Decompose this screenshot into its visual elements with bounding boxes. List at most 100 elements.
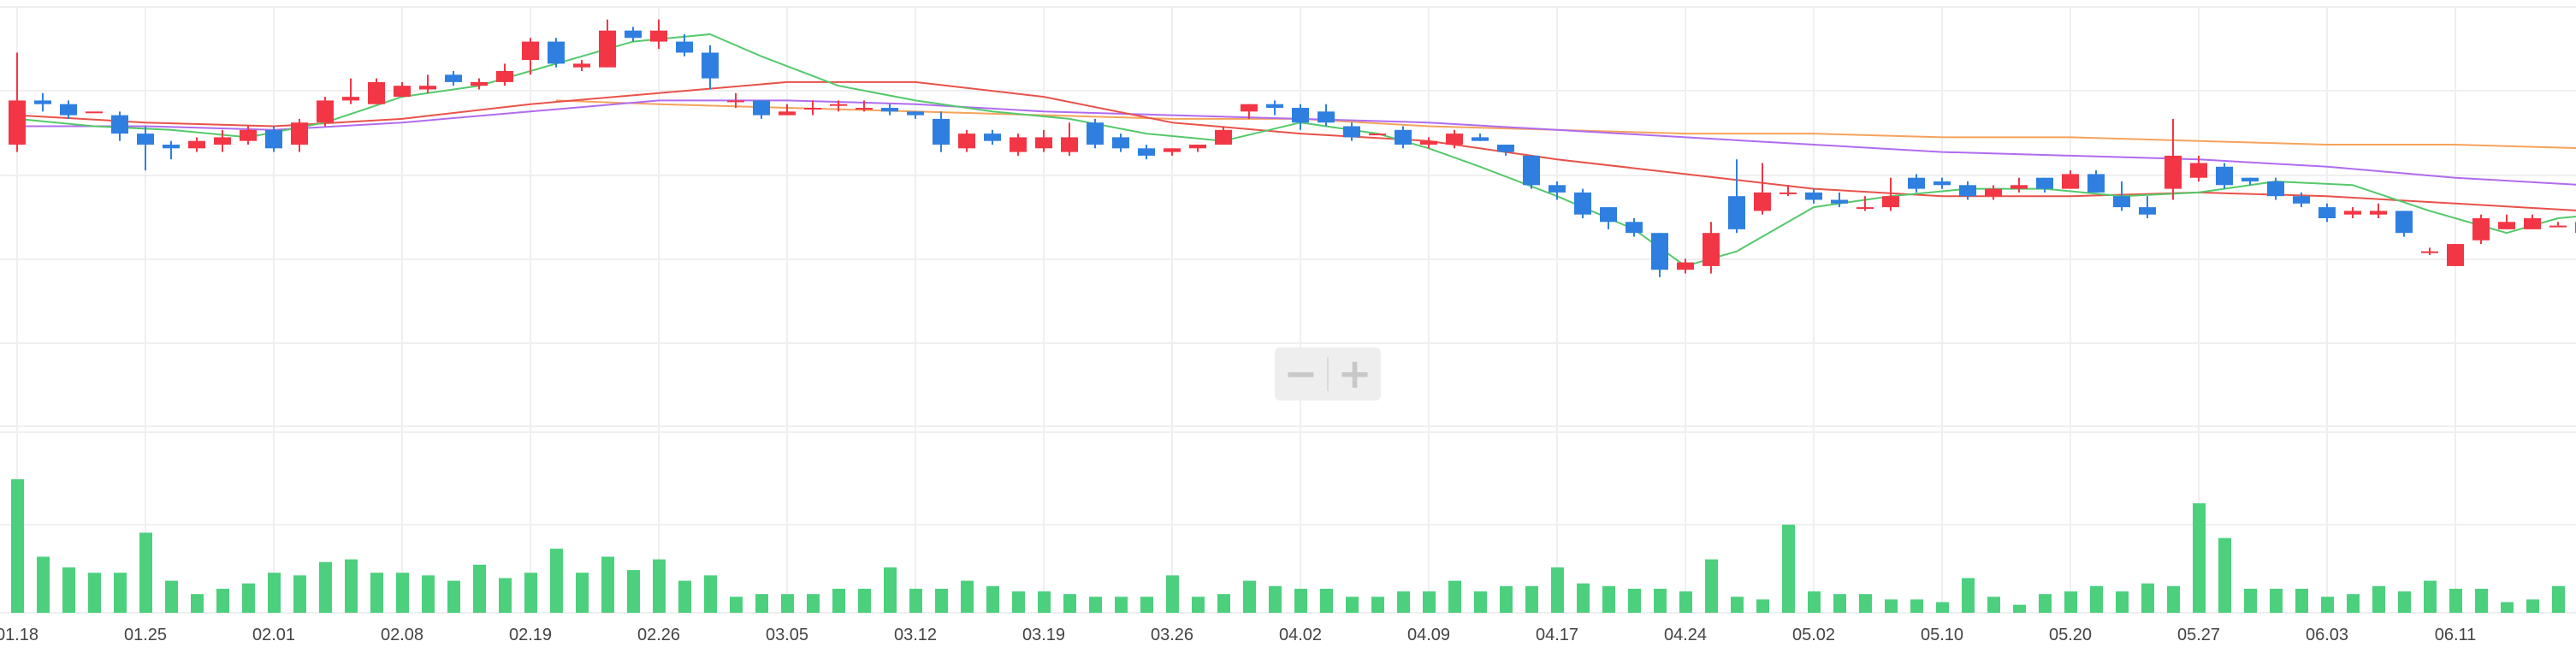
candle	[188, 137, 205, 152]
candle-body	[1087, 122, 1104, 145]
candle	[1241, 104, 1258, 119]
candle-body	[1318, 111, 1335, 123]
candle	[2318, 203, 2336, 223]
volume-bar	[242, 583, 255, 613]
candle-body	[933, 118, 950, 145]
volume-bar	[396, 573, 409, 613]
volume-bar	[1423, 591, 1436, 613]
volume-bar	[704, 575, 717, 613]
candle	[1728, 159, 1745, 234]
x-tick-label: 01.18	[0, 626, 38, 644]
candle	[1959, 181, 1976, 200]
candle	[137, 126, 154, 171]
candle	[1677, 258, 1694, 274]
candle	[2524, 214, 2541, 229]
volume-bar	[1448, 580, 1461, 613]
candle-body	[1549, 185, 1566, 193]
candle	[1882, 177, 1899, 211]
candle	[1780, 185, 1797, 197]
zoom-in-button[interactable]: +	[1337, 350, 1372, 398]
volume-bar	[2116, 591, 2129, 613]
candle-body	[1497, 145, 1514, 152]
volume-bar	[1115, 597, 1128, 613]
volume-bar	[499, 578, 512, 613]
candle	[2164, 118, 2182, 200]
volume-bar	[2398, 591, 2411, 613]
volume-bar	[2449, 588, 2462, 613]
candle-body	[702, 52, 719, 79]
candle-body	[1112, 137, 1129, 149]
candle	[34, 92, 51, 112]
candle-body	[1446, 134, 1463, 145]
candle-body	[1728, 196, 1745, 229]
candle	[548, 38, 565, 68]
candle-body	[1035, 137, 1052, 149]
candle-body	[1959, 185, 1976, 197]
candle-body	[163, 145, 180, 149]
candle	[702, 45, 719, 90]
candle-body	[522, 41, 539, 61]
candle	[1805, 188, 1822, 204]
candle	[1189, 145, 1206, 152]
candle-body	[60, 104, 77, 116]
candle-body	[1010, 137, 1027, 152]
candle	[1651, 233, 1668, 277]
candle-body	[727, 100, 744, 103]
volume-bar	[2372, 585, 2385, 613]
candle-body	[2293, 196, 2310, 204]
candle	[1035, 129, 1052, 152]
volume-bar	[2501, 602, 2514, 613]
candle-body	[2472, 218, 2490, 240]
candle-body	[1805, 192, 1822, 200]
volume-bar	[730, 597, 743, 613]
x-tick-label: 02.26	[637, 626, 680, 644]
candle	[2293, 192, 2310, 208]
volume-bar	[1577, 583, 1590, 613]
candle-body	[804, 108, 821, 110]
candle	[1831, 192, 1848, 208]
candle	[573, 60, 590, 71]
candle-body	[1343, 126, 1360, 138]
volume-bar	[422, 575, 435, 613]
candle	[1112, 134, 1129, 152]
volume-bar	[1628, 588, 1641, 613]
volume-bar	[293, 575, 306, 613]
candle	[1574, 188, 1591, 218]
candle	[2370, 203, 2387, 218]
volume-bar	[2141, 583, 2154, 613]
x-tick-label: 05.27	[2177, 626, 2220, 644]
candle-body	[2344, 211, 2361, 215]
candle	[1600, 207, 1617, 229]
x-tick-label: 01.25	[124, 626, 167, 644]
candle	[86, 111, 103, 114]
candle	[2190, 155, 2207, 181]
volume-bar	[1294, 588, 1307, 613]
volume-bar	[11, 479, 24, 613]
volume-bar	[1962, 578, 1975, 613]
volume-bar	[1038, 591, 1051, 613]
x-axis-ticks: 01.18 01.25 02.01 02.08 02.19 02.26 03.05 03.12…	[0, 626, 2476, 644]
candle-body	[368, 81, 385, 104]
volume-bar	[370, 573, 383, 613]
volume-bar	[2064, 591, 2077, 613]
zoom-out-button[interactable]: −	[1283, 350, 1318, 398]
volume-bar	[653, 559, 666, 613]
candle	[881, 104, 898, 116]
volume-bar	[1910, 599, 1923, 613]
candle	[599, 19, 616, 68]
candle-body	[1677, 262, 1694, 270]
candle-body	[1215, 129, 1232, 145]
volume-bar	[2090, 585, 2103, 613]
candle	[291, 118, 308, 152]
candle	[1138, 145, 1155, 160]
volume-bar	[1525, 585, 1538, 613]
candle-body	[2370, 211, 2387, 215]
candle	[1472, 134, 1489, 141]
x-tick-label: 03.26	[1151, 626, 1193, 644]
volume-bar	[1551, 567, 1564, 613]
volume-bar	[781, 594, 794, 613]
candle-body	[984, 134, 1001, 141]
candle-body	[599, 30, 616, 68]
